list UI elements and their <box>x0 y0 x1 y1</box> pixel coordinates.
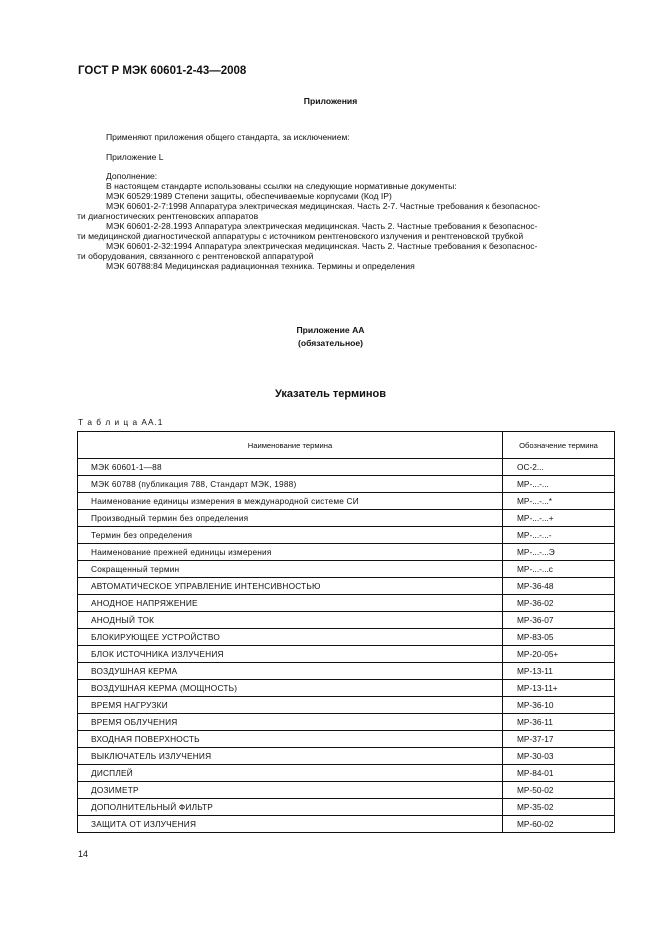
term-designation: МР-...-... <box>502 475 615 493</box>
term-designation: МР-36-10 <box>502 696 615 714</box>
term-designation: МР-50-02 <box>502 781 615 799</box>
table-row: Производный термин без определения МР-...… <box>77 509 615 527</box>
term-name: Термин без определения <box>77 526 503 544</box>
table-row: АНОДНОЕ НАПРЯЖЕНИЕ МР-36-02 <box>77 594 615 612</box>
paragraph: В настоящем стандарте использованы ссылк… <box>106 181 457 191</box>
term-name: ВРЕМЯ НАГРУЗКИ <box>77 696 503 714</box>
term-name: Производный термин без определения <box>77 509 503 527</box>
term-designation: МР-...-...+ <box>502 509 615 527</box>
term-designation: МР-84-01 <box>502 764 615 782</box>
term-designation: МР-36-48 <box>502 577 615 595</box>
term-designation: МР-20-05+ <box>502 645 615 663</box>
term-designation: МР-36-02 <box>502 594 615 612</box>
page-number: 14 <box>78 849 89 859</box>
paragraph: Приложение L <box>106 152 164 162</box>
reference-line: ти диагностических рентгеновских аппарат… <box>77 211 259 221</box>
term-name: АНОДНЫЙ ТОК <box>77 611 503 629</box>
table-row: Термин без определения МР-...-...- <box>77 526 615 544</box>
reference-line: ти медицинской диагностической аппаратур… <box>77 231 524 241</box>
table-row: Сокращенный термин МР-...-...с <box>77 560 615 578</box>
term-designation: МР-60-02 <box>502 815 615 833</box>
term-name: Наименование прежней единицы измерения <box>77 543 503 561</box>
table-row: АВТОМАТИЧЕСКОЕ УПРАВЛЕНИЕ ИНТЕНСИВНОСТЬЮ… <box>77 577 615 595</box>
term-designation: МР-13-11+ <box>502 679 615 697</box>
table-row: БЛОК ИСТОЧНИКА ИЗЛУЧЕНИЯ МР-20-05+ <box>77 645 615 663</box>
term-designation: МР-...-...Э <box>502 543 615 561</box>
annex-title: Приложение АА <box>296 325 365 335</box>
table-row: ДИСПЛЕЙ МР-84-01 <box>77 764 615 782</box>
term-designation: МР-...-...* <box>502 492 615 510</box>
table-row: МЭК 60788 (публикация 788, Стандарт МЭК,… <box>77 475 615 493</box>
terms-table: Наименование термина Обозначение термина… <box>77 431 615 833</box>
table-caption: Т а б л и ц а АА.1 <box>78 417 164 427</box>
term-name: МЭК 60788 (публикация 788, Стандарт МЭК,… <box>77 475 503 493</box>
term-name: ВОЗДУШНАЯ КЕРМА <box>77 662 503 680</box>
reference-line: МЭК 60601-2-28.1993 Аппаратура электриче… <box>106 221 538 231</box>
term-name: БЛОКИРУЮЩЕЕ УСТРОЙСТВО <box>77 628 503 646</box>
term-name: БЛОК ИСТОЧНИКА ИЗЛУЧЕНИЯ <box>77 645 503 663</box>
table-row: ДОПОЛНИТЕЛЬНЫЙ ФИЛЬТР МР-35-02 <box>77 798 615 816</box>
term-name: АНОДНОЕ НАПРЯЖЕНИЕ <box>77 594 503 612</box>
term-designation: МР-35-02 <box>502 798 615 816</box>
term-name: ДОЗИМЕТР <box>77 781 503 799</box>
term-name: Наименование единицы измерения в междуна… <box>77 492 503 510</box>
term-name: АВТОМАТИЧЕСКОЕ УПРАВЛЕНИЕ ИНТЕНСИВНОСТЬЮ <box>77 577 503 595</box>
paragraph: Применяют приложения общего стандарта, з… <box>106 132 350 142</box>
term-name: ЗАЩИТА ОТ ИЗЛУЧЕНИЯ <box>77 815 503 833</box>
table-row: ВРЕМЯ НАГРУЗКИ МР-36-10 <box>77 696 615 714</box>
reference-line: ти оборудования, связанного с рентгеновс… <box>77 251 314 261</box>
column-header-designation: Обозначение термина <box>502 431 615 459</box>
section-heading: Приложения <box>303 96 358 106</box>
term-designation: МР-36-11 <box>502 713 615 731</box>
term-designation: МР-37-17 <box>502 730 615 748</box>
term-name: Сокращенный термин <box>77 560 503 578</box>
term-name: ДОПОЛНИТЕЛЬНЫЙ ФИЛЬТР <box>77 798 503 816</box>
term-name: МЭК 60601-1—88 <box>77 458 503 476</box>
table-row: МЭК 60601-1—88 ОС-2... <box>77 458 615 476</box>
term-designation: МР-13-11 <box>502 662 615 680</box>
reference-line: МЭК 60529:1989 Степени защиты, обеспечив… <box>106 191 392 201</box>
term-name: ДИСПЛЕЙ <box>77 764 503 782</box>
table-row: АНОДНЫЙ ТОК МР-36-07 <box>77 611 615 629</box>
table-row: ВХОДНАЯ ПОВЕРХНОСТЬ МР-37-17 <box>77 730 615 748</box>
table-row: БЛОКИРУЮЩЕЕ УСТРОЙСТВО МР-83-05 <box>77 628 615 646</box>
term-designation: ОС-2... <box>502 458 615 476</box>
annex-subtitle: (обязательное) <box>297 338 364 348</box>
term-designation: МР-36-07 <box>502 611 615 629</box>
table-row: ВРЕМЯ ОБЛУЧЕНИЯ МР-36-11 <box>77 713 615 731</box>
table-row: ЗАЩИТА ОТ ИЗЛУЧЕНИЯ МР-60-02 <box>77 815 615 833</box>
term-designation: МР-...-...с <box>502 560 615 578</box>
term-name: ВРЕМЯ ОБЛУЧЕНИЯ <box>77 713 503 731</box>
term-name: ВЫКЛЮЧАТЕЛЬ ИЗЛУЧЕНИЯ <box>77 747 503 765</box>
reference-line: МЭК 60601-2-7:1998 Аппаратура электричес… <box>106 201 541 211</box>
reference-line: МЭК 60601-2-32:1994 Аппаратура электриче… <box>106 241 538 251</box>
table-row: ВЫКЛЮЧАТЕЛЬ ИЗЛУЧЕНИЯ МР-30-03 <box>77 747 615 765</box>
paragraph: Дополнение: <box>106 171 158 181</box>
term-designation: МР-30-03 <box>502 747 615 765</box>
table-row: ВОЗДУШНАЯ КЕРМА МР-13-11 <box>77 662 615 680</box>
table-row: ВОЗДУШНАЯ КЕРМА (МОЩНОСТЬ) МР-13-11+ <box>77 679 615 697</box>
reference-line: МЭК 60788:84 Медицинская радиационная те… <box>106 261 415 271</box>
table-row: Наименование прежней единицы измерения МР… <box>77 543 615 561</box>
column-header-term: Наименование термина <box>77 431 503 459</box>
term-name: ВОЗДУШНАЯ КЕРМА (МОЩНОСТЬ) <box>77 679 503 697</box>
term-designation: МР-83-05 <box>502 628 615 646</box>
term-designation: МР-...-...- <box>502 526 615 544</box>
table-row: ДОЗИМЕТР МР-50-02 <box>77 781 615 799</box>
index-heading: Указатель терминов <box>274 388 387 400</box>
document-title: ГОСТ Р МЭК 60601-2-43—2008 <box>78 65 247 77</box>
table-row: Наименование единицы измерения в междуна… <box>77 492 615 510</box>
term-name: ВХОДНАЯ ПОВЕРХНОСТЬ <box>77 730 503 748</box>
